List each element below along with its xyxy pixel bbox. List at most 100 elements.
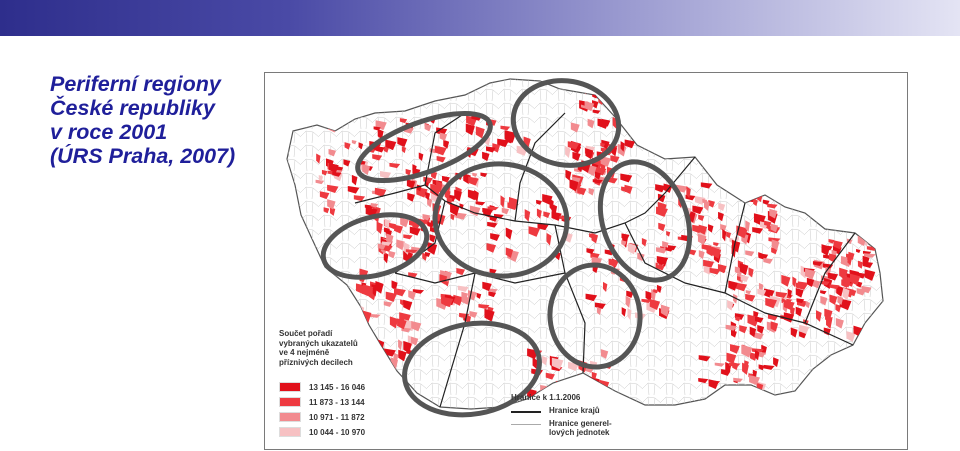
- municipality-patch: [551, 203, 558, 215]
- municipality-patch: [545, 372, 555, 380]
- municipality-patch: [436, 127, 448, 136]
- municipality-patch: [662, 241, 669, 249]
- municipality-patch: [745, 290, 752, 295]
- municipality-patch: [740, 275, 749, 282]
- municipality-patch: [736, 225, 748, 239]
- boundary-label-units-line-2: lových jednotek: [549, 428, 610, 437]
- municipality-patch: [532, 357, 538, 369]
- boundary-legend-heading: Hranice k 1.1.2006: [511, 393, 581, 402]
- municipality-patch: [770, 223, 779, 233]
- municipality-patch: [565, 146, 571, 158]
- marker-west: [320, 212, 430, 280]
- municipality-patch: [418, 152, 424, 161]
- municipality-patch: [484, 308, 495, 322]
- municipality-patch: [385, 291, 397, 303]
- title-line-2: České republiky: [50, 96, 215, 120]
- municipality-patch: [536, 208, 542, 219]
- municipality-patch: [394, 224, 404, 234]
- municipality-patch: [492, 143, 501, 153]
- municipality-patch: [741, 344, 753, 358]
- municipality-patch: [726, 231, 732, 239]
- municipality-patch: [592, 109, 601, 114]
- municipality-patch: [424, 123, 432, 132]
- municipality-patch: [570, 122, 580, 133]
- marker-southcentral: [547, 262, 643, 370]
- municipality-patch: [487, 206, 499, 211]
- municipality-patch: [585, 293, 598, 302]
- municipality-patch: [486, 243, 497, 253]
- municipality-patch: [315, 179, 325, 185]
- municipality-patch: [727, 300, 734, 311]
- municipality-patch: [616, 84, 626, 95]
- municipality-patch: [757, 324, 765, 334]
- municipality-patch: [625, 295, 631, 308]
- legend-title: Součet pořadí vybraných ukazatelů ve 4 n…: [279, 329, 419, 367]
- municipality-patch: [619, 105, 627, 118]
- municipality-patch: [856, 249, 861, 253]
- legend-label-class-4: 10 044 - 10 970: [309, 427, 366, 437]
- municipality-patch: [655, 184, 666, 193]
- municipality-patch: [709, 267, 721, 275]
- municipality-patch: [641, 298, 652, 303]
- municipality-patch: [739, 262, 749, 276]
- choropleth-patches: [315, 83, 878, 404]
- municipality-patch: [546, 232, 552, 246]
- municipality-patch: [344, 142, 351, 150]
- municipality-patch: [465, 123, 475, 136]
- municipality-patch: [812, 261, 823, 266]
- municipality-patch: [600, 155, 611, 167]
- municipality-patch: [621, 307, 627, 317]
- municipality-patch: [383, 301, 393, 307]
- municipality-patch: [753, 198, 758, 207]
- municipality-patch: [405, 168, 412, 176]
- municipality-patch: [718, 202, 726, 211]
- czech-map-svg: [286, 78, 884, 418]
- municipality-patch: [409, 226, 421, 236]
- header-gradient-bar: [0, 0, 960, 36]
- municipality-patch: [362, 163, 371, 175]
- municipality-patch: [720, 223, 727, 232]
- municipality-patch: [316, 153, 321, 164]
- map-figure: Součet pořadí vybraných ukazatelů ve 4 n…: [264, 72, 908, 450]
- municipality-patch: [621, 186, 629, 193]
- municipality-patch: [456, 268, 466, 276]
- municipality-patch: [347, 185, 360, 194]
- municipality-patch: [660, 304, 670, 317]
- municipality-patch: [621, 240, 627, 246]
- municipality-patch: [745, 293, 756, 302]
- municipality-patch: [441, 296, 454, 307]
- municipality-patch: [717, 263, 727, 274]
- municipality-patch: [603, 281, 608, 292]
- municipality-patch: [714, 362, 725, 367]
- municipality-patch: [385, 139, 397, 151]
- municipality-patch: [655, 247, 668, 254]
- municipality-patch: [589, 233, 595, 239]
- municipality-patch: [849, 273, 861, 286]
- legend-swatch-class-2: [279, 397, 301, 407]
- municipality-patch: [758, 282, 764, 292]
- municipality-patch: [829, 284, 840, 290]
- municipality-patch: [757, 288, 767, 297]
- municipality-patch: [752, 227, 764, 234]
- municipality-patch: [761, 344, 767, 355]
- municipality-patch: [600, 142, 606, 148]
- municipality-patch: [805, 301, 811, 309]
- legend-label-class-1: 13 145 - 16 046: [309, 382, 366, 392]
- municipality-patch: [725, 324, 738, 331]
- municipality-patch: [422, 213, 431, 221]
- municipality-patch: [735, 316, 741, 322]
- boundary-label-units-line-1: Hranice generel-: [549, 419, 612, 428]
- municipality-patch: [467, 189, 478, 201]
- municipality-patch: [758, 252, 763, 259]
- municipality-patch: [589, 386, 595, 392]
- municipality-patch: [799, 324, 810, 335]
- municipality-patch: [360, 160, 366, 166]
- municipality-patch: [771, 239, 780, 251]
- municipality-patch: [585, 148, 594, 160]
- municipality-patch: [537, 223, 549, 231]
- municipality-patch: [393, 288, 406, 297]
- municipality-patch: [616, 100, 627, 105]
- municipality-patch: [439, 132, 448, 141]
- municipality-patch: [706, 245, 715, 257]
- municipality-patch: [343, 159, 351, 167]
